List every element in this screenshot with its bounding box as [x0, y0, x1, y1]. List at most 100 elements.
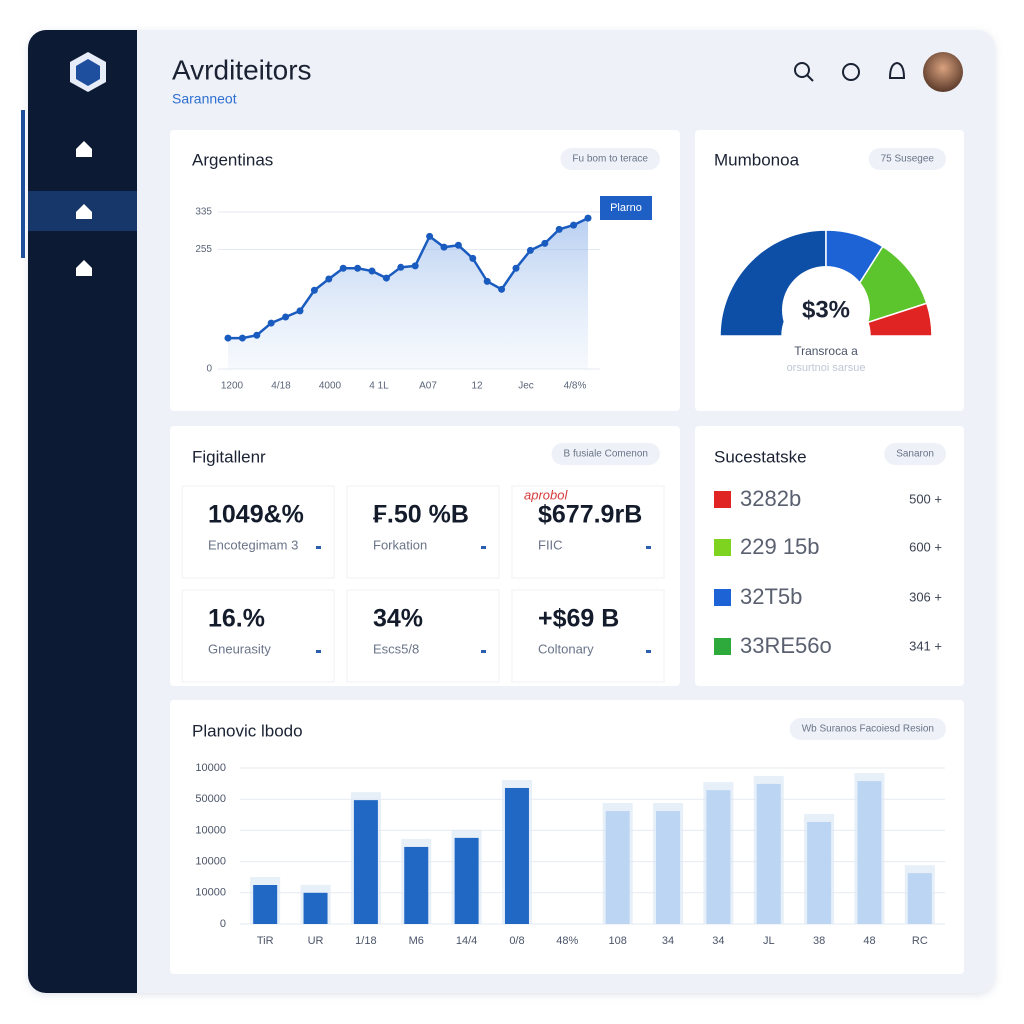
line-point — [498, 285, 506, 293]
kpi-value: 34% — [373, 605, 423, 633]
avatar[interactable] — [923, 52, 963, 92]
bar — [907, 873, 932, 924]
kpi-value: +$69 B — [538, 605, 619, 633]
nav-home[interactable] — [76, 141, 92, 157]
badge-pill — [789, 718, 946, 740]
bar — [404, 846, 429, 924]
bar — [857, 781, 882, 924]
card-title: Mumbonoa — [714, 150, 800, 169]
line-point — [555, 225, 563, 233]
card — [170, 700, 964, 974]
y-tick-label: 0 — [220, 918, 226, 930]
legend-swatch — [714, 491, 731, 508]
kpi-label: FIIC — [538, 537, 563, 552]
kpi-value: 1049&% — [208, 501, 304, 529]
x-tick-label: 4/8% — [564, 381, 587, 392]
gauge-hub — [782, 266, 870, 354]
search-icon[interactable] — [794, 62, 814, 82]
badge-pill — [884, 443, 946, 465]
list-label: 32T5b — [740, 584, 802, 609]
card — [695, 426, 964, 686]
bar — [353, 800, 378, 924]
x-tick-label: 38 — [813, 935, 825, 947]
x-tick-label: 4/18 — [271, 381, 291, 392]
x-tick-label: 48% — [556, 935, 578, 947]
nav-icon[interactable] — [76, 260, 92, 276]
line-point — [440, 243, 448, 251]
card-title: Sucestatske — [714, 447, 807, 466]
card-title: Planovic lbodo — [192, 721, 303, 740]
badge-pill — [868, 148, 946, 170]
bar — [656, 811, 681, 924]
legend-swatch — [714, 638, 731, 655]
legend-swatch — [714, 539, 731, 556]
x-tick-label: 4000 — [319, 381, 342, 392]
kpi-dot — [481, 546, 486, 549]
y-tick-label: 0 — [206, 364, 212, 375]
x-tick-label: 14/4 — [456, 935, 477, 947]
kpi-tile — [181, 589, 335, 683]
kpi-label: Encotegimam 3 — [208, 537, 298, 552]
card-badge: B fusiale Comenon — [564, 449, 649, 460]
line-point — [382, 274, 390, 282]
sidebar-edge — [21, 110, 25, 258]
kpi-dot — [316, 546, 321, 549]
list-value: 306 + — [909, 589, 942, 604]
x-tick-label: 34 — [662, 935, 674, 947]
kpi-value: $677.9rB — [538, 501, 642, 529]
legend-box — [600, 196, 652, 220]
y-tick-label: 335 — [195, 207, 212, 218]
line-point — [397, 263, 405, 271]
line-point — [368, 267, 376, 275]
x-tick-label: 4 1L — [369, 381, 389, 392]
badge-pill — [551, 443, 660, 465]
line-point — [224, 334, 232, 342]
card-badge: Fu bom to terace — [572, 154, 648, 165]
kpi-value: ₣.50 %B — [373, 501, 469, 529]
line-area — [228, 218, 588, 369]
line-point — [512, 264, 520, 272]
gauge-value: $3% — [802, 296, 850, 323]
line-point — [267, 319, 275, 327]
kpi-dot — [646, 546, 651, 549]
line-point — [238, 334, 246, 342]
line-point — [411, 262, 419, 270]
x-tick-label: 1/18 — [355, 935, 376, 947]
line-point — [454, 241, 462, 249]
logo — [70, 52, 106, 92]
x-tick-label: Jec — [518, 381, 534, 392]
x-tick-label: A07 — [419, 381, 437, 392]
y-tick-label: 10000 — [195, 856, 226, 868]
gauge-label: Transroca a — [794, 344, 858, 358]
line-point — [296, 307, 304, 315]
y-tick-label: 255 — [195, 244, 212, 255]
card-title: Argentinas — [192, 150, 273, 169]
x-tick-label: UR — [308, 935, 324, 947]
kpi-label: Forkation — [373, 537, 427, 552]
line-point — [354, 264, 362, 272]
x-tick-label: JL — [763, 935, 775, 947]
list-value: 500 + — [909, 491, 942, 506]
nav-icon[interactable] — [76, 204, 92, 219]
bell-icon[interactable] — [888, 61, 906, 79]
kpi-label: Escs5/8 — [373, 641, 419, 656]
line-point — [325, 275, 333, 283]
gauge-segment — [866, 302, 933, 337]
line-point — [469, 254, 477, 262]
page-title: Avrditeitors — [172, 54, 312, 85]
bar — [253, 885, 278, 924]
info-icon[interactable] — [842, 63, 860, 81]
y-tick-label: 10000 — [195, 887, 226, 899]
x-tick-label: 108 — [608, 935, 626, 947]
badge-pill — [560, 148, 660, 170]
gauge-sublabel: orsurtnoi sarsue — [787, 362, 866, 374]
bar — [504, 787, 529, 924]
y-tick-label: 10000 — [195, 824, 226, 836]
x-tick-label: 48 — [863, 935, 875, 947]
list-label: 33RE56o — [740, 633, 832, 658]
line-point — [253, 331, 261, 339]
bar — [454, 837, 479, 924]
line-point — [483, 277, 491, 285]
kpi-tile — [181, 485, 335, 579]
